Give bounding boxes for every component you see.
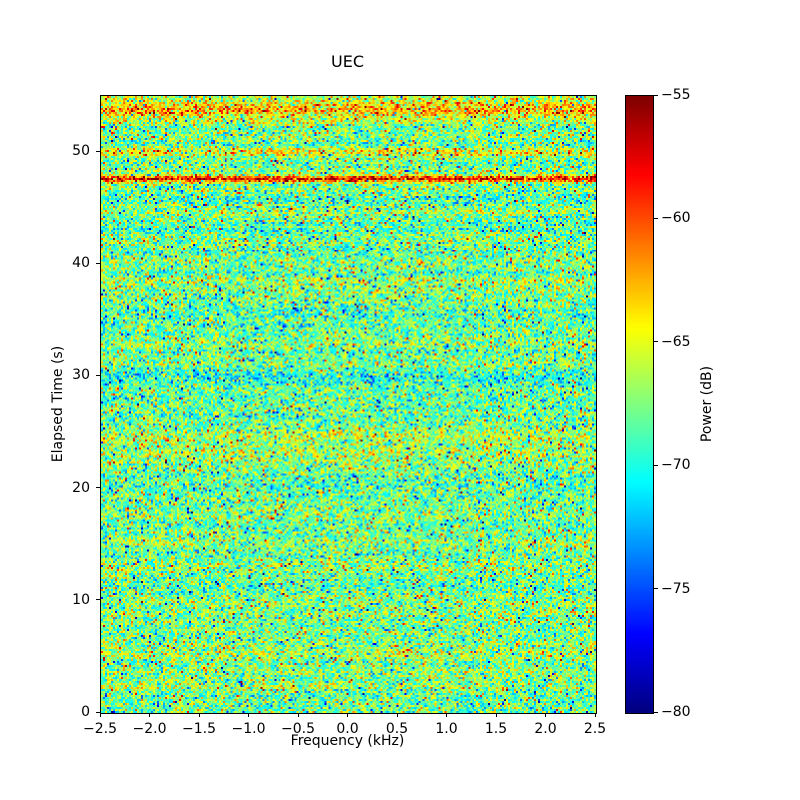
- x-tick: [495, 713, 497, 717]
- x-tick-label: −0.5: [281, 721, 315, 737]
- colorbar-tick: [654, 341, 658, 343]
- x-tick-label: −1.0: [231, 721, 266, 737]
- x-tick: [248, 713, 249, 717]
- colorbar-tick-label: −80: [661, 704, 691, 720]
- colorbar-tick-label: −65: [661, 333, 691, 350]
- colorbar: [625, 95, 654, 714]
- y-tick: [96, 150, 100, 152]
- x-tick: [198, 713, 200, 717]
- x-tick-label: 1.5: [484, 721, 508, 737]
- x-tick-label: −2.5: [83, 721, 117, 737]
- y-tick: [96, 374, 100, 376]
- colorbar-tick-label: −75: [661, 580, 691, 597]
- x-tick-label: 1.0: [435, 721, 458, 737]
- x-tick: [396, 713, 398, 717]
- y-tick-label: 30: [72, 367, 90, 384]
- x-tick-label: −1.5: [182, 721, 216, 737]
- x-tick: [99, 713, 101, 717]
- y-tick: [96, 599, 100, 601]
- x-axis-label: Frequency (kHz): [290, 733, 405, 749]
- y-tick-label: 0: [81, 704, 90, 720]
- colorbar-tick: [654, 711, 658, 713]
- colorbar-tick: [654, 217, 658, 219]
- x-tick: [347, 713, 348, 717]
- plot-area: [100, 95, 597, 714]
- colorbar-tick-label: −60: [661, 210, 691, 227]
- y-tick-label: 20: [72, 479, 90, 496]
- x-tick: [297, 713, 299, 717]
- y-axis-label: Elapsed Time (s): [50, 345, 66, 463]
- y-tick-label: 10: [72, 591, 90, 608]
- colorbar-label: Power (dB): [699, 365, 715, 443]
- y-tick-label: 50: [72, 143, 90, 160]
- colorbar-tick-label: −70: [661, 457, 691, 474]
- y-tick: [96, 487, 100, 489]
- x-tick-label: 2.0: [534, 721, 557, 737]
- y-tick: [96, 711, 100, 713]
- x-tick-label: 2.5: [583, 721, 607, 737]
- chart-title: UEC: [331, 52, 364, 71]
- y-tick: [96, 262, 100, 264]
- colorbar-tick: [654, 94, 658, 96]
- y-tick-label: 40: [72, 255, 90, 272]
- x-tick: [545, 713, 546, 717]
- x-tick: [149, 713, 150, 717]
- x-tick: [446, 713, 447, 717]
- x-tick-label: −2.0: [132, 721, 167, 737]
- colorbar-tick: [654, 464, 658, 466]
- x-tick-label: 0.5: [385, 721, 409, 737]
- colorbar-gradient: [626, 96, 653, 713]
- x-tick: [594, 713, 596, 717]
- x-tick-label: 0.0: [336, 721, 359, 737]
- colorbar-tick: [654, 588, 658, 590]
- colorbar-tick-label: −55: [661, 87, 691, 103]
- spectrogram-canvas: [101, 96, 596, 713]
